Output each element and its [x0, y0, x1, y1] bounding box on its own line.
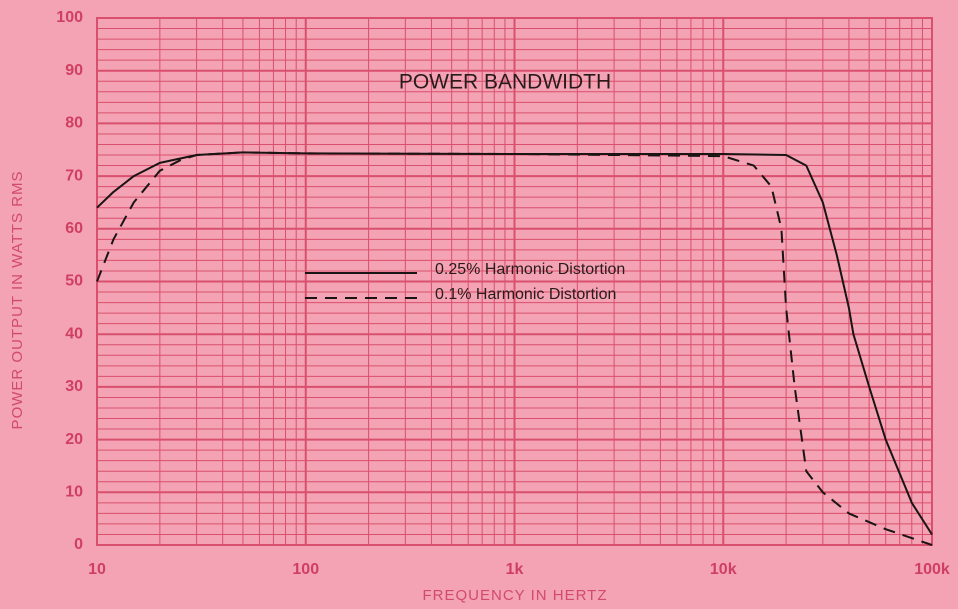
- y-tick-label: 0: [74, 536, 83, 553]
- x-tick-label: 100k: [914, 561, 950, 578]
- x-tick-label: 100: [292, 561, 319, 578]
- x-tick-label: 10: [88, 561, 106, 578]
- grid: [96, 17, 933, 546]
- legend-label: 0.25% Harmonic Distortion: [435, 261, 625, 278]
- y-tick-label: 80: [65, 115, 83, 132]
- marks: [96, 151, 933, 546]
- y-tick-label: 70: [65, 167, 83, 184]
- y-tick-label: 20: [65, 431, 83, 448]
- y-tick-label: 50: [65, 273, 83, 290]
- chart-title: POWER BANDWIDTH: [399, 71, 611, 94]
- x-tick-label: 1k: [506, 561, 524, 578]
- y-tick-label: 30: [65, 378, 83, 395]
- x-axis-title: FREQUENCY IN HERTZ: [423, 587, 608, 604]
- y-tick-label: 60: [65, 220, 83, 237]
- line-series: [96, 151, 933, 536]
- y-tick-label: 90: [65, 62, 83, 79]
- legend-label: 0.1% Harmonic Distortion: [435, 286, 616, 303]
- y-tick-label: 100: [56, 9, 83, 26]
- y-tick-label: 10: [65, 484, 83, 501]
- x-tick-label: 10k: [710, 561, 737, 578]
- line-series: [96, 151, 933, 546]
- y-axis-title: POWER OUTPUT IN WATTS RMS: [9, 171, 26, 430]
- y-tick-label: 40: [65, 325, 83, 342]
